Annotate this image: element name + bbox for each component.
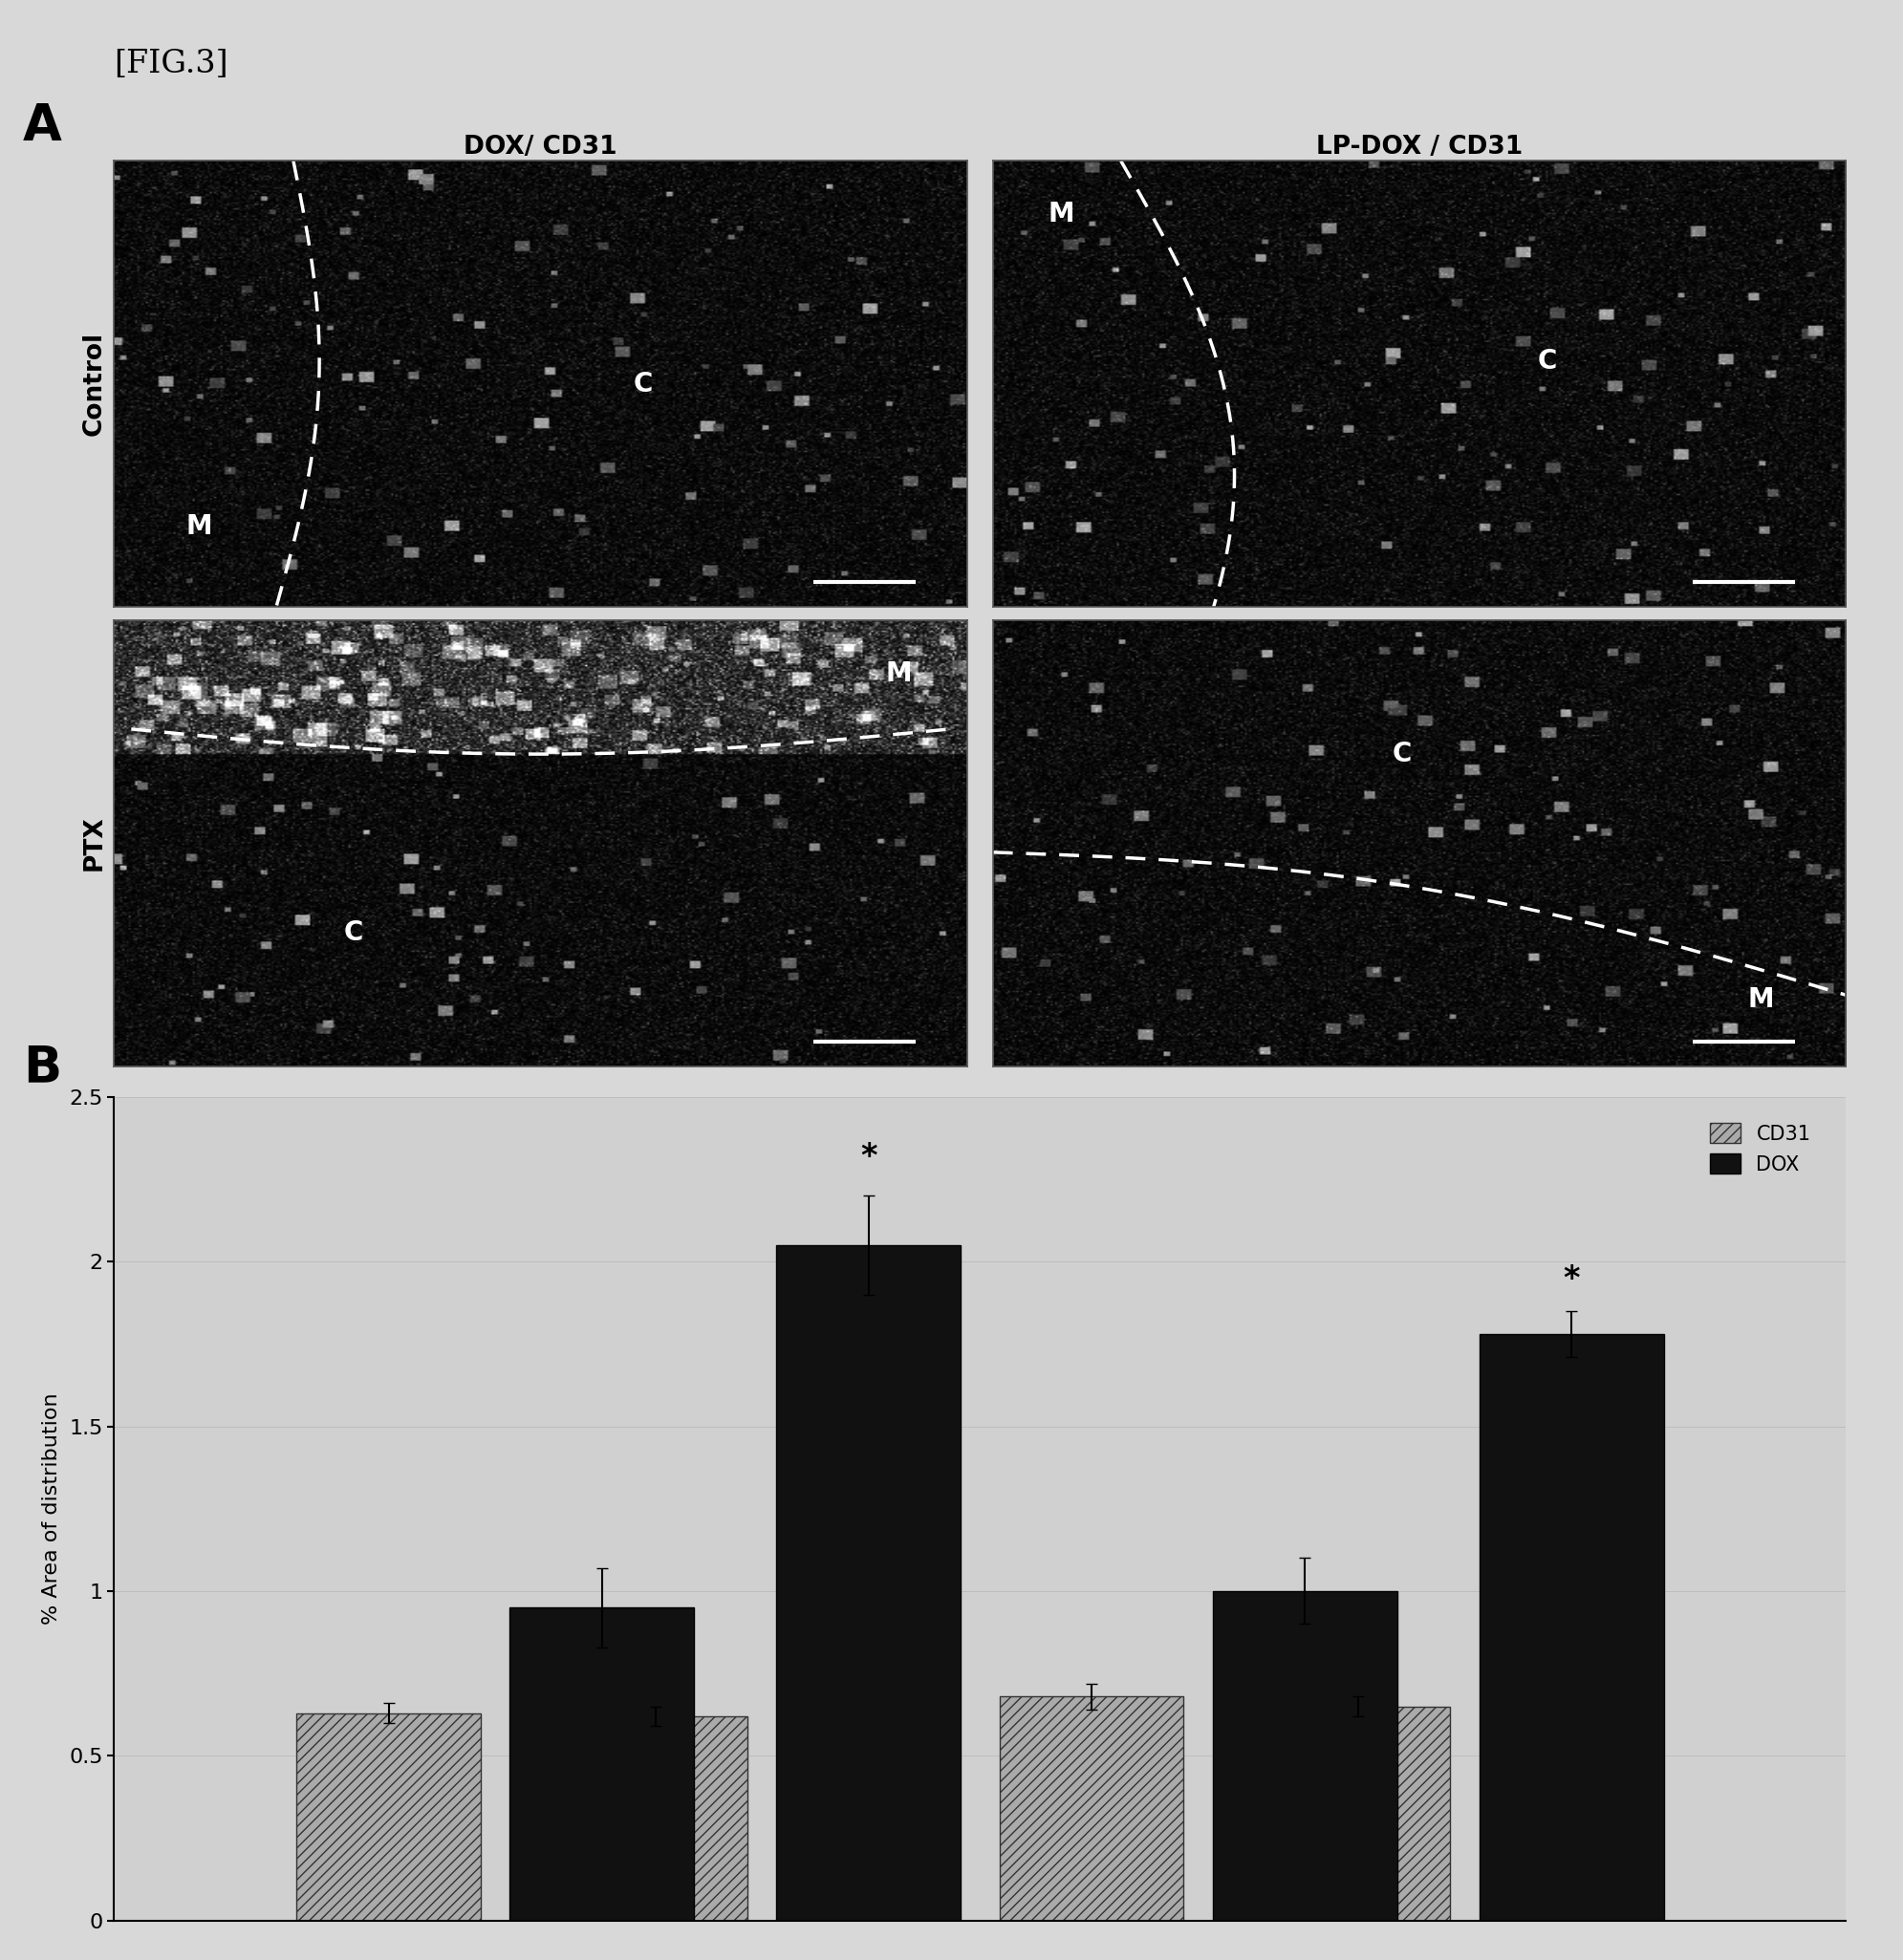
Bar bbox=[297, 1713, 481, 1921]
Y-axis label: Control: Control bbox=[82, 331, 107, 435]
Text: M: M bbox=[885, 661, 912, 688]
Text: M: M bbox=[1747, 986, 1774, 1013]
Legend: CD31, DOX: CD31, DOX bbox=[1703, 1115, 1819, 1182]
Text: C: C bbox=[1538, 349, 1557, 374]
Text: *: * bbox=[1562, 1262, 1579, 1294]
Bar bbox=[1479, 1335, 1663, 1921]
Y-axis label: % Area of distribution: % Area of distribution bbox=[42, 1394, 61, 1625]
Bar bbox=[1265, 1707, 1450, 1921]
Bar bbox=[510, 1607, 695, 1921]
Text: C: C bbox=[1393, 741, 1412, 768]
Bar bbox=[999, 1697, 1184, 1921]
Text: *: * bbox=[860, 1141, 877, 1172]
Text: M: M bbox=[1049, 200, 1075, 227]
Text: [FIG.3]: [FIG.3] bbox=[114, 49, 228, 80]
Text: A: A bbox=[23, 102, 63, 151]
Bar bbox=[563, 1717, 748, 1921]
Bar bbox=[776, 1245, 961, 1921]
Text: M: M bbox=[186, 514, 213, 539]
Title: DOX/ CD31: DOX/ CD31 bbox=[464, 135, 617, 161]
Title: LP-DOX / CD31: LP-DOX / CD31 bbox=[1317, 135, 1522, 161]
Y-axis label: PTX: PTX bbox=[82, 815, 107, 870]
Text: C: C bbox=[343, 919, 363, 947]
Bar bbox=[1212, 1592, 1397, 1921]
Text: B: B bbox=[23, 1043, 61, 1092]
Text: C: C bbox=[634, 370, 653, 398]
